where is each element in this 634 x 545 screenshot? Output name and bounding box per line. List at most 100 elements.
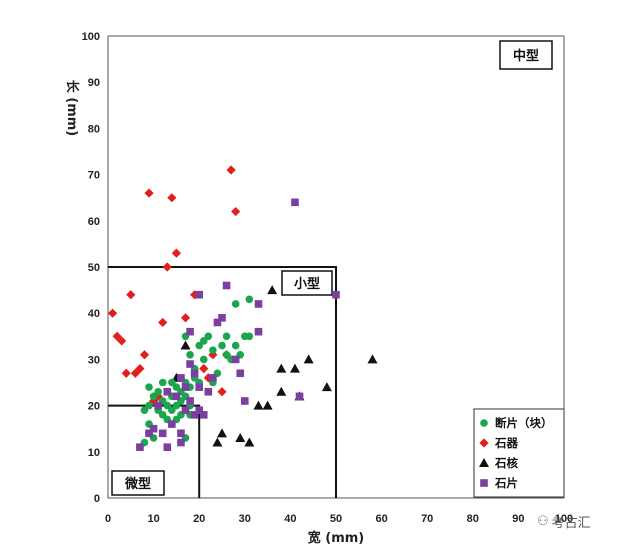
data-point [130, 368, 140, 378]
data-point [154, 401, 162, 410]
data-point [195, 341, 203, 350]
legend-box [473, 408, 565, 498]
y-tick-label: 70 [88, 170, 100, 182]
data-point [144, 188, 154, 198]
data-point [121, 368, 131, 378]
data-point [209, 374, 217, 382]
region-label: 微型 [124, 476, 151, 492]
data-point [107, 308, 118, 318]
data-point [303, 354, 314, 364]
y-tick-label: 90 [88, 77, 100, 89]
data-point [213, 318, 222, 327]
data-point [254, 327, 263, 336]
legend-label: 石片 [494, 476, 518, 490]
y-tick-label: 20 [88, 401, 100, 413]
y-tick-label: 10 [88, 447, 100, 459]
x-tick-label: 0 [105, 513, 111, 525]
y-tick-label: 100 [82, 31, 100, 43]
data-point [231, 300, 240, 308]
x-tick-label: 80 [467, 513, 479, 525]
region-label-box [499, 40, 553, 70]
data-point [199, 364, 209, 374]
data-point [222, 350, 231, 359]
data-point [367, 354, 378, 364]
data-point [199, 337, 208, 345]
data-point [171, 248, 181, 258]
data-point [149, 424, 158, 433]
data-point [186, 327, 194, 336]
data-point [291, 198, 299, 207]
region-label-box [111, 470, 165, 496]
data-point [267, 285, 278, 295]
x-tick-label: 90 [512, 513, 524, 525]
data-point [289, 363, 300, 373]
data-points [107, 165, 378, 451]
data-point [321, 382, 332, 392]
data-point [136, 443, 144, 451]
data-point [140, 406, 149, 415]
data-point [186, 350, 194, 359]
data-point [218, 341, 226, 350]
data-point [276, 386, 287, 396]
legend-label: 石核 [494, 456, 518, 470]
data-point [276, 363, 287, 373]
data-point [181, 406, 190, 415]
region-boundary [108, 404, 201, 498]
data-point [209, 346, 217, 354]
data-point [181, 383, 190, 391]
x-tick-label: 60 [375, 513, 387, 525]
data-point [158, 378, 167, 387]
region-label: 中型 [513, 48, 539, 64]
x-tick-label: 10 [147, 513, 159, 525]
data-point [158, 317, 168, 328]
data-point [253, 400, 264, 410]
x-tick-label: 50 [330, 513, 342, 525]
data-point [195, 290, 203, 299]
data-point [145, 429, 153, 438]
legend-label: 断片（块） [495, 416, 553, 430]
data-point [154, 387, 162, 396]
data-point [199, 355, 208, 364]
watermark-text: 考古汇 [551, 516, 591, 531]
data-point [222, 332, 231, 341]
region-label-box [281, 270, 333, 296]
x-tick-label: 20 [193, 513, 205, 525]
data-point [186, 397, 194, 405]
legend-marker [480, 479, 488, 487]
region-label: 小型 [294, 276, 320, 292]
data-point [168, 420, 176, 428]
data-point [195, 383, 203, 391]
data-point [162, 262, 172, 272]
data-point [163, 443, 172, 451]
y-tick-label: 60 [88, 216, 100, 228]
data-point [254, 300, 263, 308]
data-point [167, 193, 177, 203]
data-point [149, 392, 158, 401]
x-tick-label: 30 [239, 513, 251, 525]
data-point [190, 411, 199, 419]
data-point [186, 360, 194, 368]
y-axis-title: 长 (mm) [64, 80, 80, 137]
data-point [295, 392, 304, 401]
data-point [212, 437, 223, 447]
series-group [136, 198, 340, 451]
y-axis-ticks: 0 10 20 30 40 50 60 70 80 90 100 [82, 31, 100, 505]
data-point [235, 432, 246, 442]
data-point [172, 383, 181, 391]
data-point [172, 392, 181, 401]
data-point [231, 355, 240, 364]
data-point [262, 400, 273, 410]
data-point [231, 341, 240, 350]
data-point [218, 314, 226, 322]
data-point [332, 290, 340, 299]
data-point [244, 437, 255, 447]
wechat-icon: ⚇ [537, 514, 549, 529]
data-point [226, 165, 236, 175]
data-point [236, 369, 245, 378]
data-point [163, 387, 172, 396]
legend-marker [479, 458, 489, 467]
series-group [107, 165, 241, 406]
x-tick-label: 100 [555, 513, 573, 525]
